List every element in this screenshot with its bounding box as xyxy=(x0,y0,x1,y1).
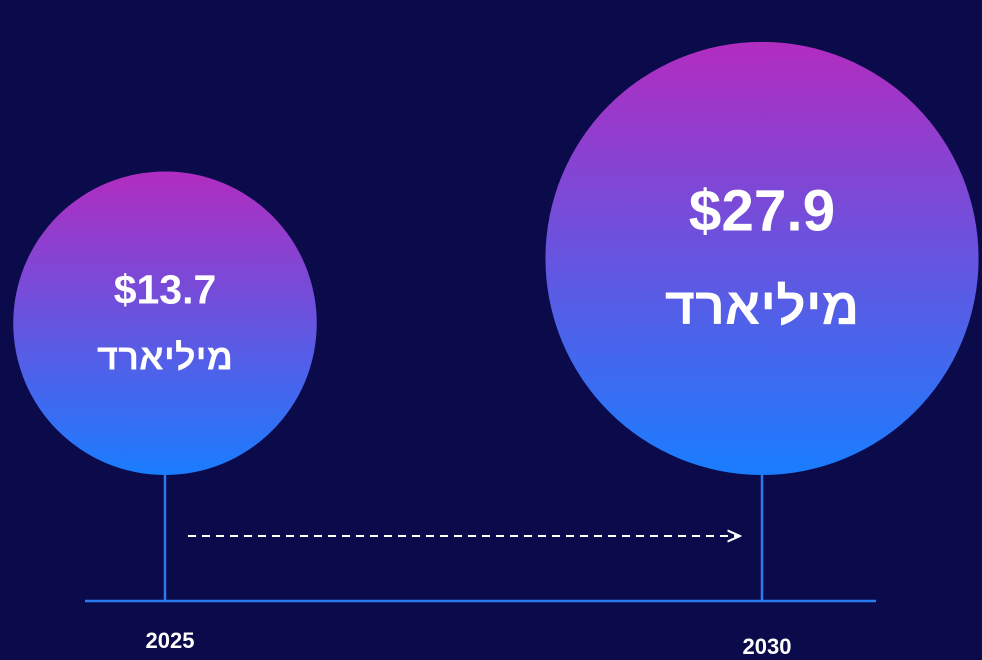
bubble xyxy=(545,41,979,475)
unit-label: מיליארד xyxy=(97,336,233,377)
x-tick-label: 2030 xyxy=(743,634,792,659)
x-tick-label: 2025 xyxy=(146,628,195,653)
value-label: $13.7 xyxy=(114,267,217,313)
unit-label: מיליארד xyxy=(665,278,860,336)
value-label: $27.9 xyxy=(689,179,835,244)
bubble xyxy=(13,171,317,475)
